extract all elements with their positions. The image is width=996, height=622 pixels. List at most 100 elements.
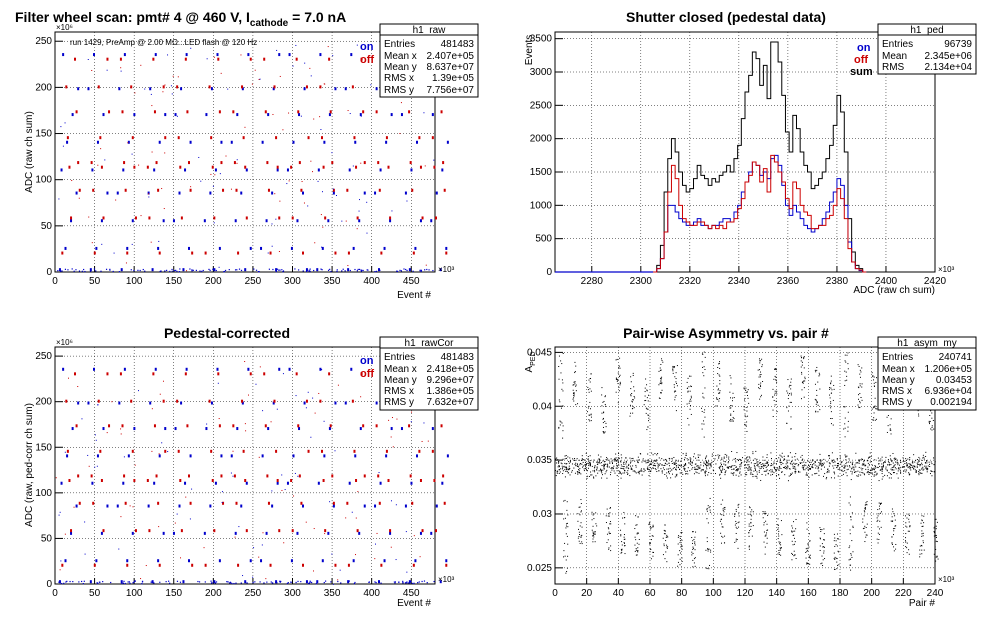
on-point xyxy=(261,454,264,458)
flash-point xyxy=(846,379,848,381)
off-point xyxy=(266,161,269,165)
band-point xyxy=(862,464,864,466)
baseline-point xyxy=(164,270,166,272)
baseline-point xyxy=(58,581,60,583)
flash-point xyxy=(746,421,748,423)
flash-point xyxy=(590,377,592,379)
flash-point xyxy=(780,520,782,522)
flash-point xyxy=(823,528,825,530)
baseline-point xyxy=(121,582,123,585)
flash-point xyxy=(844,360,846,362)
flash-point xyxy=(750,528,752,530)
band-point xyxy=(732,472,734,474)
panel-raw-stats-box: h1_raw Entries 481483 Mean x 2.407e+05 M… xyxy=(379,23,479,98)
baseline-point xyxy=(141,583,143,585)
flash-point xyxy=(922,540,924,542)
band-point xyxy=(891,460,893,462)
band-point xyxy=(883,462,885,464)
on-point xyxy=(344,401,347,405)
band-point xyxy=(826,476,828,478)
band-point xyxy=(925,455,927,457)
flash-point xyxy=(793,550,795,552)
flash-point xyxy=(591,519,593,521)
band-point xyxy=(926,471,928,473)
flash-point xyxy=(607,513,609,515)
band-point xyxy=(668,468,670,470)
off-point xyxy=(431,449,434,453)
band-point xyxy=(912,467,914,469)
flash-point xyxy=(928,420,930,422)
band-point xyxy=(732,473,734,475)
band-point xyxy=(887,461,889,463)
on-point xyxy=(70,531,73,535)
band-point xyxy=(617,459,619,461)
flash-point xyxy=(760,382,762,384)
band-point xyxy=(837,475,839,477)
band-point xyxy=(693,453,695,455)
scatter-point xyxy=(313,528,315,530)
band-point xyxy=(754,467,756,469)
band-point xyxy=(807,460,809,462)
flash-point xyxy=(565,559,567,561)
flash-point xyxy=(618,367,620,369)
off-point xyxy=(332,188,335,192)
band-point xyxy=(635,472,637,474)
band-point xyxy=(674,463,676,465)
off-point xyxy=(411,501,414,505)
scatter-point xyxy=(327,46,329,48)
on-point xyxy=(272,87,275,91)
off-point xyxy=(305,399,308,403)
scatter-point xyxy=(308,270,310,272)
band-point xyxy=(909,468,911,470)
band-point xyxy=(566,469,568,471)
flash-point xyxy=(620,549,622,551)
band-point xyxy=(887,459,889,461)
band-point xyxy=(746,460,748,462)
flash-point xyxy=(621,550,623,552)
band-point xyxy=(788,475,790,477)
stat-value: 9.296e+07 xyxy=(426,375,474,386)
flash-point xyxy=(663,533,665,535)
band-point xyxy=(619,473,621,475)
on-point xyxy=(157,559,160,563)
flash-point xyxy=(638,538,640,540)
band-point xyxy=(731,468,733,470)
band-point xyxy=(720,465,722,467)
band-point xyxy=(647,459,649,461)
band-point xyxy=(686,470,688,472)
baseline-point xyxy=(84,270,86,273)
flash-point xyxy=(604,403,606,405)
flash-point xyxy=(919,553,921,555)
off-point xyxy=(267,501,270,505)
panel-raw-title: Filter wheel scan: pmt# 4 @ 460 V, Icath… xyxy=(15,9,346,29)
band-point xyxy=(724,453,726,455)
on-point xyxy=(216,367,219,371)
x-tick-label: 350 xyxy=(324,588,341,599)
flash-point xyxy=(680,543,682,545)
scatter-point xyxy=(271,223,273,225)
flash-point xyxy=(560,360,562,362)
flash-point xyxy=(601,412,603,414)
flash-point xyxy=(895,543,897,545)
x-tick-label: 200 xyxy=(863,588,880,599)
band-point xyxy=(934,461,936,463)
flash-point xyxy=(805,557,807,559)
flash-point xyxy=(634,544,636,546)
off-point xyxy=(242,449,245,453)
band-point xyxy=(669,470,671,472)
scatter-point xyxy=(259,78,261,80)
baseline-point xyxy=(212,268,214,270)
flash-point xyxy=(717,389,719,391)
flash-point xyxy=(921,515,923,517)
band-point xyxy=(697,454,699,456)
band-point xyxy=(899,468,901,470)
x-tick-label: 40 xyxy=(613,588,625,599)
band-point xyxy=(687,467,689,469)
band-point xyxy=(590,471,592,473)
flash-point xyxy=(672,367,674,369)
flash-point xyxy=(703,420,705,422)
flash-point xyxy=(745,424,747,426)
flash-point xyxy=(935,536,937,538)
scatter-point xyxy=(329,501,331,503)
flash-point xyxy=(904,540,906,542)
